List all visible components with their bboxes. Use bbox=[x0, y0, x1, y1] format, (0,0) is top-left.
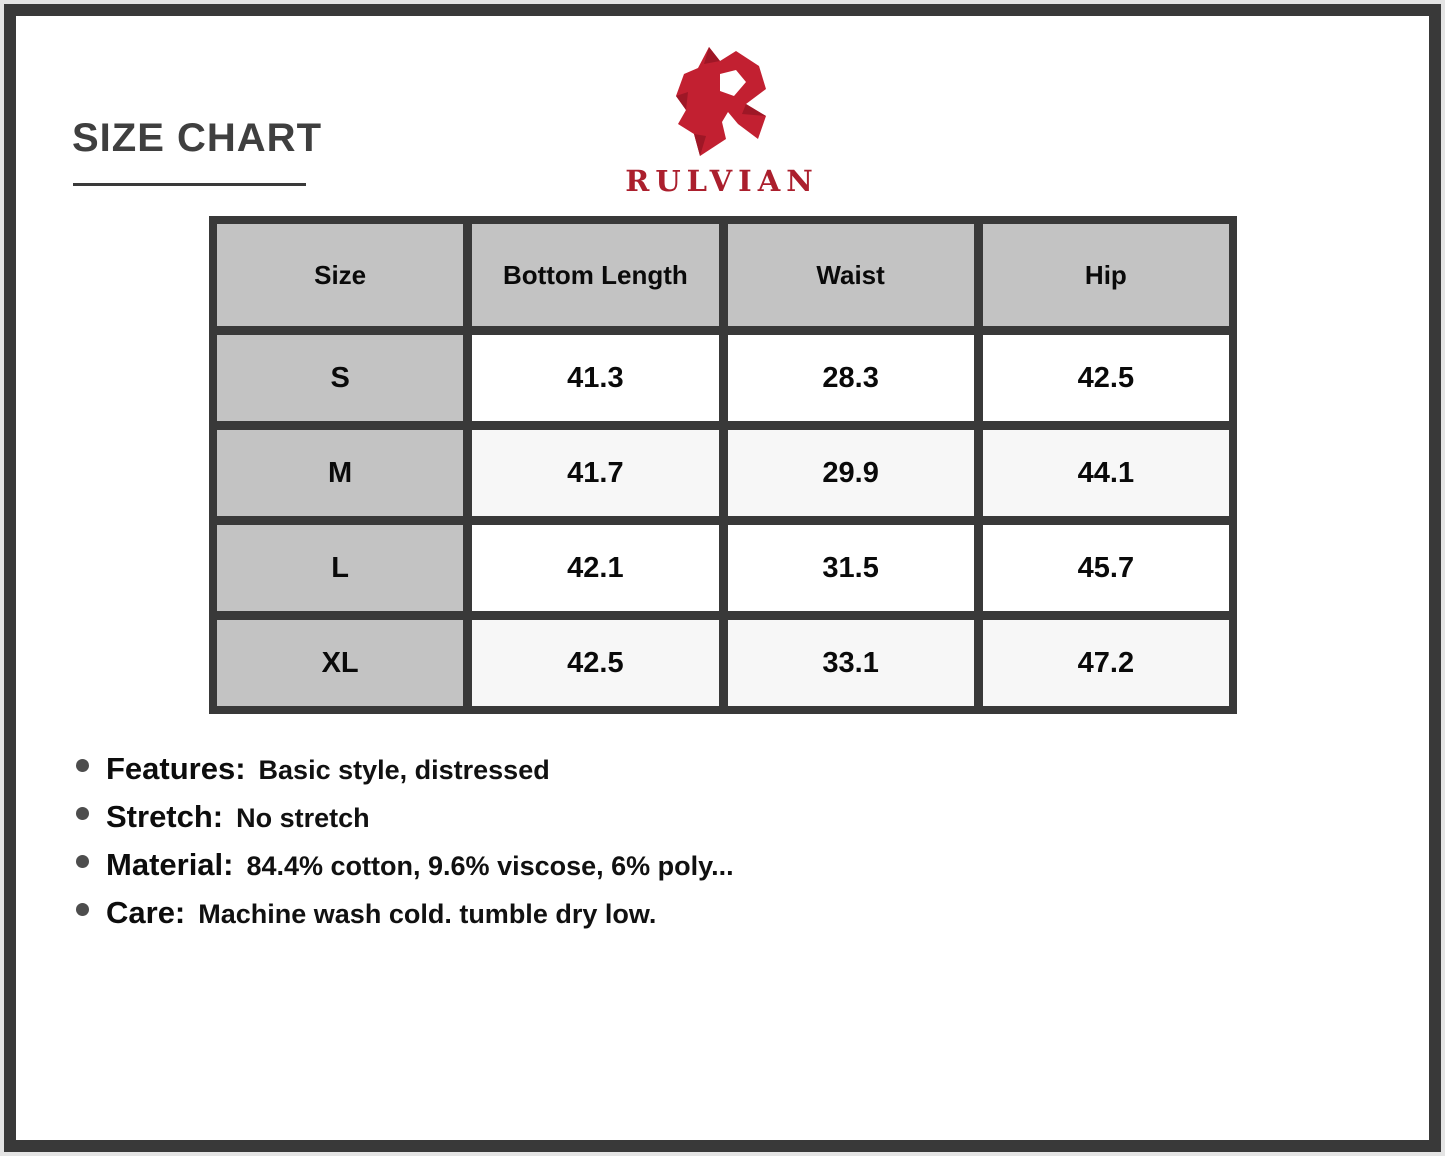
col-header-hip: Hip bbox=[982, 224, 1229, 326]
row-xl-size: XL bbox=[217, 620, 464, 706]
col-header-size: Size bbox=[217, 224, 464, 326]
detail-label: Stretch: bbox=[106, 798, 224, 834]
detail-care: Care: Machine wash cold. tumble dry low. bbox=[76, 895, 734, 930]
detail-stretch: Stretch: No stretch bbox=[76, 799, 734, 834]
row-s-waist: 28.3 bbox=[727, 335, 974, 421]
detail-value: 84.4% cotton, 9.6% viscose, 6% poly... bbox=[246, 850, 734, 881]
detail-value: Machine wash cold. tumble dry low. bbox=[198, 898, 657, 929]
row-l-bottom: 42.1 bbox=[472, 525, 719, 611]
page-title: SIZE CHART bbox=[72, 116, 322, 160]
row-l-waist: 31.5 bbox=[727, 525, 974, 611]
size-table: Size Bottom Length Waist Hip S 41.3 28.3… bbox=[209, 216, 1237, 714]
bullet-icon bbox=[76, 855, 89, 868]
detail-features: Features: Basic style, distressed bbox=[76, 751, 734, 786]
row-s-hip: 42.5 bbox=[982, 335, 1229, 421]
row-s-size: S bbox=[217, 335, 464, 421]
row-s-bottom: 41.3 bbox=[472, 335, 719, 421]
row-xl-waist: 33.1 bbox=[727, 620, 974, 706]
row-m-size: M bbox=[217, 430, 464, 516]
page-frame: SIZE CHART RULVIAN Size Bottom Length Wa… bbox=[4, 4, 1441, 1152]
detail-material: Material: 84.4% cotton, 9.6% viscose, 6%… bbox=[76, 847, 734, 882]
bullet-icon bbox=[76, 807, 89, 820]
detail-label: Care: bbox=[106, 894, 186, 930]
row-m-bottom: 41.7 bbox=[472, 430, 719, 516]
brand-wordmark: RULVIAN bbox=[625, 164, 819, 198]
detail-label: Material: bbox=[106, 846, 234, 882]
row-m-waist: 29.9 bbox=[727, 430, 974, 516]
col-header-bottom-length: Bottom Length bbox=[472, 224, 719, 326]
col-header-waist: Waist bbox=[727, 224, 974, 326]
row-xl-bottom: 42.5 bbox=[472, 620, 719, 706]
title-underline bbox=[73, 183, 306, 186]
brand-logo: RULVIAN bbox=[606, 44, 838, 198]
row-l-size: L bbox=[217, 525, 464, 611]
bullet-icon bbox=[76, 759, 89, 772]
row-xl-hip: 47.2 bbox=[982, 620, 1229, 706]
row-m-hip: 44.1 bbox=[982, 430, 1229, 516]
detail-value: Basic style, distressed bbox=[258, 754, 550, 785]
detail-value: No stretch bbox=[236, 802, 370, 833]
detail-label: Features: bbox=[106, 750, 246, 786]
brand-r-logo-icon bbox=[676, 47, 766, 156]
product-details-list: Features: Basic style, distressed Stretc… bbox=[76, 751, 734, 943]
bullet-icon bbox=[76, 903, 89, 916]
row-l-hip: 45.7 bbox=[982, 525, 1229, 611]
